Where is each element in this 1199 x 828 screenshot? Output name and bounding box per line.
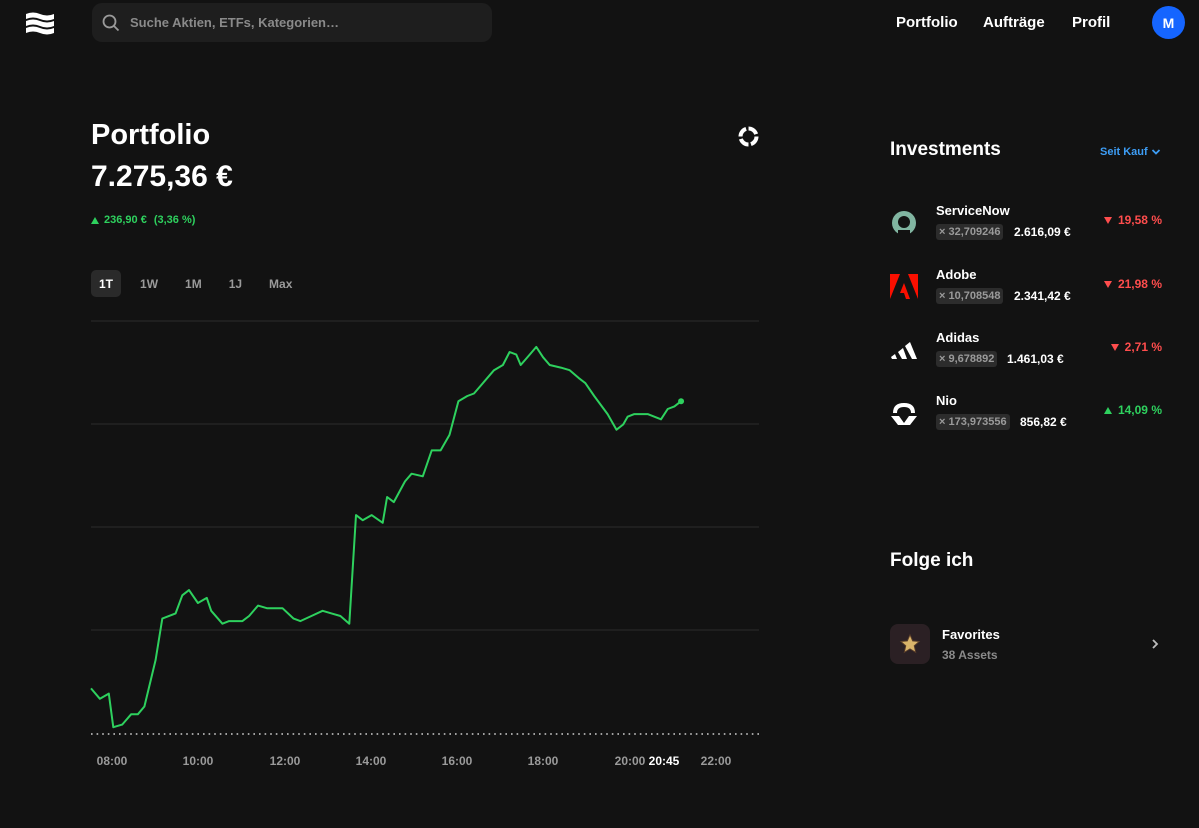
- x-tick-label: 16:00: [442, 754, 473, 768]
- holding-name: Adobe: [936, 267, 977, 282]
- holding-amount: 856,82 €: [1020, 415, 1067, 429]
- search-icon: [102, 13, 122, 33]
- chevron-right-icon: [1152, 639, 1159, 649]
- holding-amount: 2.341,42 €: [1014, 289, 1071, 303]
- change-percent: (3,36 %): [153, 214, 196, 226]
- watchlist-count: 38 Assets: [942, 648, 998, 662]
- x-tick-label: 20:00: [615, 754, 646, 768]
- search-input[interactable]: [130, 15, 470, 30]
- x-tick-label: 18:00: [528, 754, 559, 768]
- chart-series-line: [90, 345, 682, 729]
- chevron-down-icon: [1151, 149, 1160, 155]
- page-title: Portfolio: [91, 119, 211, 151]
- holding-name: Adidas: [936, 330, 980, 345]
- watchlist-name: Favorites: [942, 627, 1000, 642]
- holding-row[interactable]: Adidas × 9,678892 1.461,03 € 2,71 %: [890, 330, 1162, 374]
- nav-profile[interactable]: Profil: [1072, 14, 1111, 31]
- triangle-down-icon: [1103, 280, 1112, 288]
- portfolio-change: 236,90 € (3,36 %): [91, 214, 195, 226]
- time-range-tabs: 1T 1W 1M 1J Max: [91, 270, 311, 297]
- range-1d[interactable]: 1T: [91, 270, 122, 297]
- adobe-logo-icon: [890, 273, 918, 301]
- holding-performance: 21,98 %: [1103, 277, 1162, 291]
- holding-name: Nio: [936, 393, 957, 408]
- app-logo[interactable]: [24, 11, 56, 35]
- avatar[interactable]: M: [1152, 6, 1185, 39]
- range-1y[interactable]: 1J: [228, 276, 243, 291]
- change-absolute: 236,90 €: [104, 214, 147, 226]
- servicenow-logo-icon: [890, 209, 918, 237]
- following-title: Folge ich: [890, 550, 974, 571]
- chart-current-point: [678, 398, 685, 405]
- x-tick-label: 22:00: [701, 754, 732, 768]
- portfolio-value: 7.275,36 €: [91, 160, 233, 193]
- sort-label: Seit Kauf: [1100, 146, 1148, 158]
- x-tick-label: 14:00: [356, 754, 387, 768]
- star-icon: [890, 624, 930, 664]
- holding-row[interactable]: ServiceNow × 32,709246 2.616,09 € 19,58 …: [890, 203, 1162, 247]
- adidas-logo-icon: [890, 336, 918, 364]
- holding-quantity: × 32,709246: [936, 224, 1004, 240]
- holding-performance: 2,71 %: [1110, 340, 1162, 354]
- nav-portfolio[interactable]: Portfolio: [896, 14, 958, 31]
- investments-title: Investments: [890, 139, 1001, 160]
- triangle-up-icon: [91, 216, 99, 224]
- x-tick-label: 12:00: [270, 754, 301, 768]
- holding-quantity: × 173,973556: [936, 414, 1010, 430]
- holding-amount: 1.461,03 €: [1007, 352, 1064, 366]
- triangle-up-icon: [1103, 406, 1112, 414]
- holding-name: ServiceNow: [936, 203, 1010, 218]
- holding-quantity: × 9,678892: [936, 351, 998, 367]
- x-tick-label: 10:00: [183, 754, 214, 768]
- sort-dropdown[interactable]: Seit Kauf: [1100, 146, 1161, 158]
- holding-performance: 14,09 %: [1103, 403, 1162, 417]
- holding-performance: 19,58 %: [1103, 213, 1162, 227]
- range-1m[interactable]: 1M: [185, 276, 202, 291]
- range-max[interactable]: Max: [269, 276, 293, 291]
- x-tick-label: 20:45: [649, 754, 680, 768]
- search-bar[interactable]: [92, 3, 492, 42]
- triangle-down-icon: [1103, 216, 1112, 224]
- nav-orders[interactable]: Aufträge: [983, 14, 1045, 31]
- watchlist-favorites[interactable]: Favorites 38 Assets: [890, 624, 1162, 666]
- waves-logo-icon: [26, 12, 54, 35]
- allocation-donut-icon[interactable]: [737, 125, 760, 148]
- holding-row[interactable]: Adobe × 10,708548 2.341,42 € 21,98 %: [890, 267, 1162, 311]
- x-tick-label: 08:00: [97, 754, 128, 768]
- holding-quantity: × 10,708548: [936, 288, 1004, 304]
- holding-amount: 2.616,09 €: [1014, 225, 1071, 239]
- nio-logo-icon: [890, 399, 918, 427]
- holding-row[interactable]: Nio × 173,973556 856,82 € 14,09 %: [890, 393, 1162, 437]
- triangle-down-icon: [1110, 343, 1119, 351]
- range-1w[interactable]: 1W: [140, 276, 159, 291]
